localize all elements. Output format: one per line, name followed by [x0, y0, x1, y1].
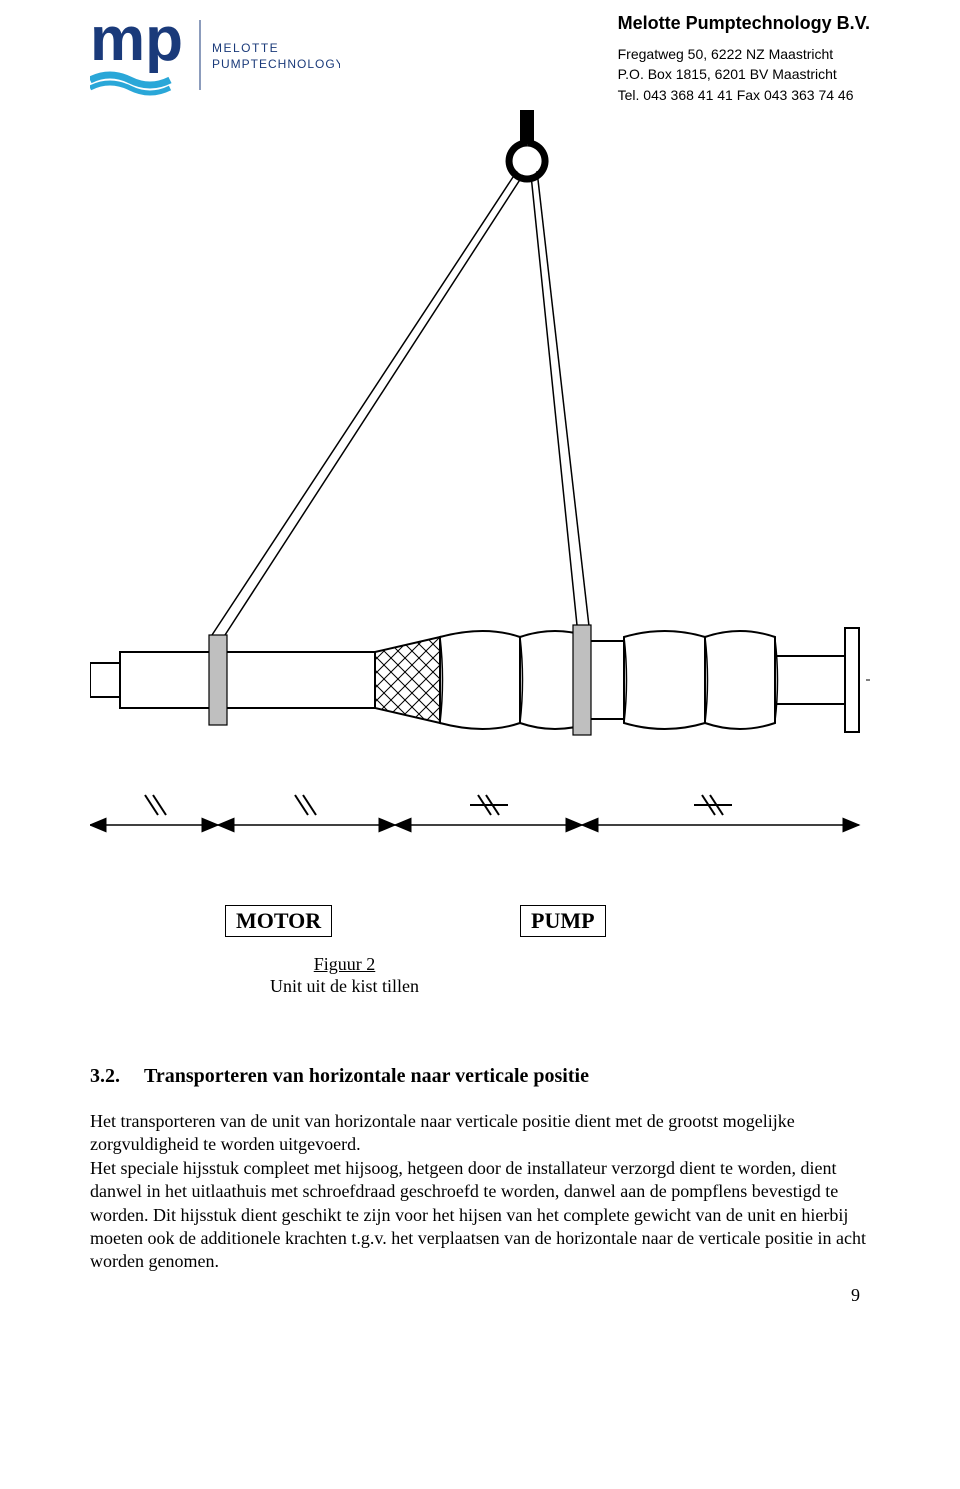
section-paragraph: Het transporteren van de unit van horizo… [90, 1110, 870, 1274]
hook-icon [509, 110, 545, 179]
logo-text-top: MELOTTE [212, 41, 279, 55]
logo-icon: mp MELOTTE PUMPTECHNOLOGY [90, 10, 340, 100]
address-line-1: Fregatweg 50, 6222 NZ Maastricht [618, 44, 870, 64]
logo-text-bottom: PUMPTECHNOLOGY [212, 57, 340, 71]
address-line-2: P.O. Box 1815, 6201 BV Maastricht [618, 64, 870, 84]
letterhead: mp MELOTTE PUMPTECHNOLOGY Melotte Pumpte… [90, 0, 870, 105]
company-name: Melotte Pumptechnology B.V. [618, 10, 870, 36]
sling-lines [212, 171, 590, 635]
label-pump: PUMP [520, 905, 606, 937]
section-heading: 3.2. Transporteren van horizontale naar … [90, 1065, 870, 1088]
dimension-arrows [90, 795, 859, 825]
lifting-diagram [90, 105, 870, 895]
label-motor: MOTOR [225, 905, 332, 937]
figure-caption: Figuur 2 Unit uit de kist tillen [270, 953, 419, 998]
tel-fax-line: Tel. 043 368 41 41 Fax 043 363 74 46 [618, 85, 870, 105]
pump-unit [90, 628, 859, 732]
figure-caption-text: Unit uit de kist tillen [270, 976, 419, 996]
company-address: Melotte Pumptechnology B.V. Fregatweg 50… [618, 10, 870, 105]
section-title: Transporteren van horizontale naar verti… [144, 1065, 589, 1088]
section-number: 3.2. [90, 1065, 120, 1088]
page-number: 9 [851, 1285, 860, 1306]
company-logo: mp MELOTTE PUMPTECHNOLOGY [90, 10, 340, 100]
figure-number: Figuur 2 [314, 954, 376, 974]
figure-2: MOTOR PUMP Figuur 2 Unit uit de kist til… [90, 105, 870, 935]
section-3-2: 3.2. Transporteren van horizontale naar … [90, 1065, 870, 1274]
svg-text:mp: mp [90, 10, 183, 74]
